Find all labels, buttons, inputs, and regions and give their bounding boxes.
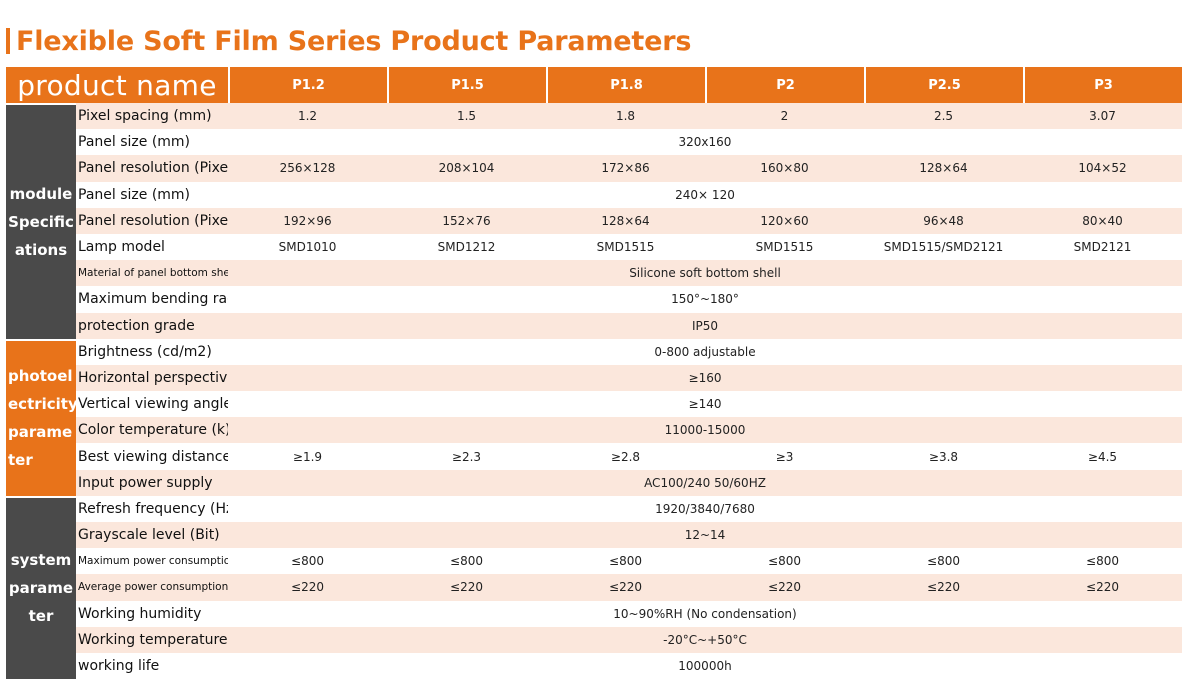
row-value: ≤220	[705, 574, 864, 601]
row-label: Best viewing distance (m)	[76, 443, 228, 470]
row-label: Maximum power consumption (W/m2)	[76, 548, 228, 575]
header-model-1: P1.5	[387, 67, 546, 103]
header-model-5: P3	[1023, 67, 1182, 103]
row-value: SMD1515	[546, 233, 705, 261]
row-value-span: 10~90%RH (No condensation)	[228, 600, 1182, 627]
row-value: 192×96	[228, 207, 387, 234]
row-label: working life	[76, 652, 228, 680]
row-value: 104×52	[1023, 155, 1182, 182]
row-value: ≤800	[705, 548, 864, 575]
row-value: 160×80	[705, 155, 864, 182]
title-accent-bar	[6, 28, 10, 54]
row-value: SMD1212	[387, 233, 546, 261]
row-value: SMD1515	[705, 233, 864, 261]
row-label: Material of panel bottom shell	[76, 260, 228, 287]
row-value-span: 150°~180°	[228, 286, 1182, 313]
row-value: 120×60	[705, 207, 864, 234]
row-value-span: AC100/240 50/60HZ	[228, 469, 1182, 496]
row-value: 128×64	[864, 155, 1023, 182]
group-label-1: photoel ectricity parame ter	[6, 338, 78, 496]
group-label-2: system parame ter	[6, 495, 76, 680]
row-value: 1.8	[546, 103, 705, 130]
row-value: ≥3.8	[864, 443, 1023, 470]
row-label: Lamp model	[76, 233, 228, 261]
row-value: 128×64	[546, 207, 705, 234]
row-value-span: 1920/3840/7680	[228, 495, 1182, 522]
row-value: 2	[705, 103, 864, 130]
title-block: Flexible Soft Film Series Product Parame…	[6, 22, 691, 60]
row-label: Color temperature (k)	[76, 417, 228, 444]
row-value: ≤800	[1023, 548, 1182, 575]
row-value: ≥1.9	[228, 443, 387, 470]
row-value: 96×48	[864, 207, 1023, 234]
header-model-3: P2	[705, 67, 864, 103]
row-value: SMD1010	[228, 233, 387, 261]
row-label: Input power supply	[76, 469, 228, 496]
row-label: Average power consumption (W/m2)	[76, 574, 228, 601]
row-value-span: 240× 120	[228, 181, 1182, 208]
row-value: 1.5	[387, 103, 546, 130]
header-product-name: product name	[6, 67, 228, 103]
row-label: Maximum bending radius	[76, 286, 228, 313]
row-value: ≤220	[387, 574, 546, 601]
row-value: ≤220	[546, 574, 705, 601]
row-value-span: -20°C~+50°C	[228, 626, 1182, 653]
row-value-span: ≥160	[228, 364, 1182, 392]
row-value: 208×104	[387, 155, 546, 182]
row-value: ≤220	[864, 574, 1023, 601]
row-value: ≥4.5	[1023, 443, 1182, 470]
row-value: SMD1515/SMD2121	[864, 233, 1023, 261]
row-value: 80×40	[1023, 207, 1182, 234]
row-label: Working humidity	[76, 600, 228, 627]
header-model-4: P2.5	[864, 67, 1023, 103]
spec-table: product name P1.2 P1.5 P1.8 P2 P2.5 P3 module S…	[6, 67, 1184, 680]
row-value: 152×76	[387, 207, 546, 234]
row-value: ≥2.8	[546, 443, 705, 470]
row-value: 3.07	[1023, 103, 1182, 130]
row-label: Panel size (mm)	[76, 181, 228, 208]
row-value-span: 320x160	[228, 129, 1182, 156]
row-value: ≥2.3	[387, 443, 546, 470]
row-value: ≥3	[705, 443, 864, 470]
row-value: 2.5	[864, 103, 1023, 130]
group-label-0: module Specific ations	[6, 103, 76, 339]
row-value: ≤800	[228, 548, 387, 575]
row-label: Grayscale level (Bit)	[76, 522, 228, 549]
row-value: 172×86	[546, 155, 705, 182]
header-model-0: P1.2	[228, 67, 387, 103]
row-value: 1.2	[228, 103, 387, 130]
row-value-span: 0-800 adjustable	[228, 338, 1182, 365]
row-label: Pixel spacing (mm)	[76, 103, 228, 130]
header-model-2: P1.8	[546, 67, 705, 103]
row-label: Refresh frequency (Hz)	[76, 495, 228, 522]
row-value: ≤800	[864, 548, 1023, 575]
page-title: Flexible Soft Film Series Product Parame…	[16, 25, 692, 57]
row-label: Brightness (cd/m2)	[76, 338, 228, 365]
row-value-span: 11000-15000	[228, 417, 1182, 444]
row-label: Horizontal perspective(° )	[76, 364, 228, 392]
row-label: Panel size (mm)	[76, 129, 228, 156]
row-value: ≤800	[387, 548, 546, 575]
row-value: ≤220	[228, 574, 387, 601]
row-label: Panel resolution (Pixel)	[76, 207, 228, 234]
row-label: protection grade	[76, 312, 228, 339]
row-value-span: IP50	[228, 312, 1182, 339]
row-value: ≤220	[1023, 574, 1182, 601]
row-value-span: ≥140	[228, 391, 1182, 418]
row-label: Vertical viewing angle (° )	[76, 391, 228, 418]
row-label: Working temperature (℃)	[76, 626, 228, 653]
row-value: ≤800	[546, 548, 705, 575]
row-value: 256×128	[228, 155, 387, 182]
row-value-span: 12~14	[228, 522, 1182, 549]
row-value-span: 100000h	[228, 652, 1182, 680]
row-value-span: Silicone soft bottom shell	[228, 260, 1182, 287]
row-value: SMD2121	[1023, 233, 1182, 261]
row-label: Panel resolution (Pixel)	[76, 155, 228, 182]
